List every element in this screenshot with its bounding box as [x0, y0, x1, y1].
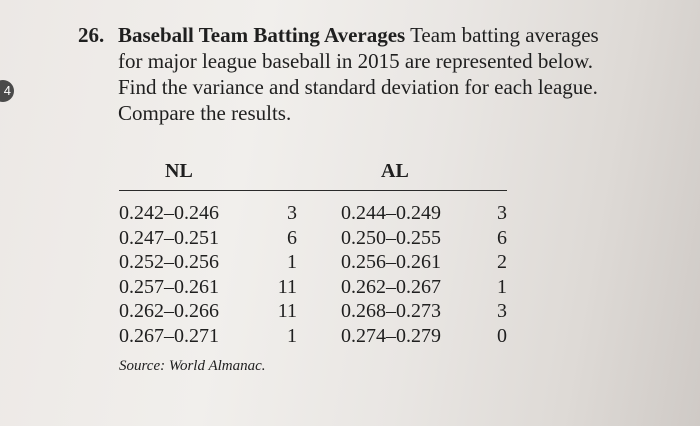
- table-row: 0.242–0.246 3 0.244–0.249 3: [119, 201, 509, 226]
- al-count-cell: 1: [497, 275, 507, 298]
- header-divider: [119, 190, 507, 191]
- exercise-description: Team batting averages for major league b…: [118, 23, 599, 125]
- al-range-cell: 0.262–0.267: [341, 275, 441, 298]
- al-count-cell: 3: [497, 202, 507, 224]
- exercise-title: Baseball Team Batting Averages: [118, 23, 406, 47]
- exercise-text: Baseball Team Batting Averages Team batt…: [118, 22, 618, 126]
- nl-count-cell: 6: [287, 226, 297, 249]
- table-row: 0.267–0.271 1 0.274–0.279 0: [119, 324, 509, 349]
- al-range-cell: 0.274–0.279: [341, 324, 441, 347]
- al-range-cell: 0.250–0.255: [341, 226, 441, 249]
- al-count-cell: 0: [497, 324, 507, 347]
- nl-count-cell: 1: [287, 251, 297, 273]
- table-header-row: NL AL: [119, 158, 509, 188]
- al-range-cell: 0.244–0.249: [341, 202, 441, 224]
- exercise-number: 26.: [78, 23, 105, 47]
- table-row: 0.262–0.266 11 0.268–0.273 3: [119, 299, 509, 324]
- nl-count-cell: 3: [287, 202, 297, 224]
- al-count-cell: 3: [497, 300, 507, 322]
- nl-range-cell: 0.267–0.271: [119, 324, 219, 347]
- al-count-cell: 2: [497, 251, 507, 273]
- source-note: Source: World Almanac.: [119, 358, 266, 374]
- nl-range-cell: 0.242–0.246: [119, 202, 219, 224]
- nl-range-cell: 0.247–0.251: [119, 226, 219, 249]
- al-range-cell: 0.256–0.261: [341, 251, 441, 273]
- table-body: 0.242–0.246 3 0.244–0.249 3 0.247–0.251 …: [119, 201, 509, 348]
- nl-range-cell: 0.257–0.261: [119, 275, 219, 298]
- al-range-cell: 0.268–0.273: [341, 300, 441, 322]
- nl-count-cell: 11: [277, 300, 297, 322]
- header-nl: NL: [165, 160, 193, 182]
- nl-range-cell: 0.262–0.266: [119, 300, 219, 322]
- table-row: 0.252–0.256 1 0.256–0.261 2: [119, 250, 509, 275]
- nl-count-cell: 1: [287, 324, 297, 347]
- frequency-table: NL AL 0.242–0.246 3 0.244–0.249 3 0.247–…: [119, 158, 509, 375]
- nl-range-cell: 0.252–0.256: [119, 251, 219, 273]
- nl-count-cell: 11: [277, 275, 297, 298]
- header-al: AL: [381, 160, 409, 182]
- exercise-block: 26. Baseball Team Batting Averages Team …: [78, 22, 618, 126]
- table-row: 0.257–0.261 11 0.262–0.267 1: [119, 275, 509, 300]
- page-number-badge: 4: [0, 80, 14, 102]
- table-row: 0.247–0.251 6 0.250–0.255 6: [119, 226, 509, 251]
- al-count-cell: 6: [497, 226, 507, 249]
